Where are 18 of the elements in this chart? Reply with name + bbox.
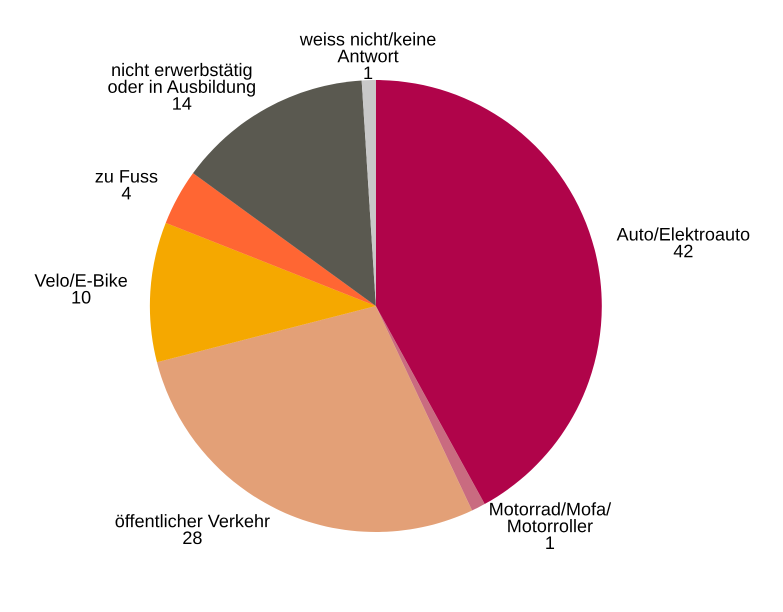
pie-slice — [166, 173, 376, 306]
data-label: 42 — [674, 244, 692, 258]
pie-slice — [362, 80, 376, 306]
data-label: 1 — [546, 536, 554, 549]
data-label: 10 — [72, 290, 90, 304]
slice-label: Velo/E-Bike — [34, 274, 127, 287]
data-label: 28 — [183, 531, 202, 544]
data-label: 1 — [364, 66, 372, 80]
data-label: 4 — [122, 186, 131, 200]
slice-label: nicht erwerbstätig oder in Ausbildung — [108, 62, 255, 97]
slice-label: Motorrad/Mofa/ Motorroller — [490, 502, 612, 532]
slice-label: zu Fuss — [96, 170, 158, 183]
pie-slice — [150, 222, 376, 362]
slice-label: weiss nicht/keine Antwort — [300, 32, 436, 62]
slice-label: öffentlicher Verkehr — [116, 514, 270, 528]
pie-slice — [376, 306, 485, 510]
slice-label: Auto/Elektroauto — [616, 227, 750, 241]
data-label: 14 — [173, 97, 192, 110]
